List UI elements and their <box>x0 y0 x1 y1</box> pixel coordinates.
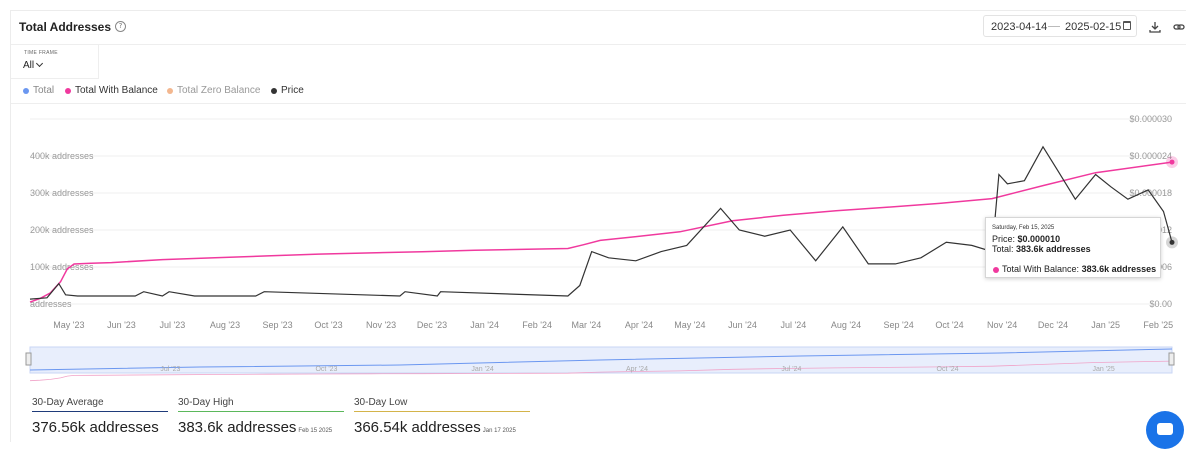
tooltip-dot-icon <box>993 267 999 273</box>
x-tick-label: Aug '24 <box>831 320 861 330</box>
y-right-tick-label: $0.000024 <box>1129 151 1172 161</box>
x-tick-label: Nov '24 <box>987 320 1017 330</box>
chart-tooltip: Saturday, Feb 15, 2025 Price: $0.000010 … <box>985 217 1161 278</box>
tooltip-twb: Total With Balance: 383.6k addresses <box>1002 264 1157 274</box>
x-tick-label: Jan '24 <box>470 320 499 330</box>
x-tick-label: Dec '23 <box>417 320 447 330</box>
timeframe-selector[interactable]: TIME FRAME All <box>11 44 99 79</box>
series-price-line <box>29 145 1173 300</box>
navigator-series-line <box>29 360 1173 382</box>
x-tick-label: Jun '24 <box>728 320 757 330</box>
link-icon[interactable] <box>1173 21 1185 33</box>
panel-header: Total Addresses ? 2023-04-14 2025-02-15 <box>11 11 1186 45</box>
stat-30-day-high: 30-Day High 383.6k addresses Feb 15 2025 <box>178 397 344 436</box>
stat-label: 30-Day High <box>178 397 234 408</box>
navigator-total-line <box>29 348 1173 371</box>
chat-button[interactable] <box>1146 411 1184 449</box>
x-tick-label: Nov '23 <box>366 320 396 330</box>
stat-underline <box>354 411 530 412</box>
legend-dot-icon <box>271 88 277 94</box>
legend-dot-icon <box>167 88 173 94</box>
download-icon[interactable] <box>1149 21 1161 33</box>
date-start[interactable]: 2023-04-14 <box>991 21 1048 33</box>
stat-label: 30-Day Low <box>354 397 408 408</box>
x-tick-label: Jul '24 <box>781 320 807 330</box>
x-tick-label: Mar '24 <box>572 320 602 330</box>
navigator-handle-left <box>25 352 32 366</box>
stat-underline <box>178 411 344 412</box>
navigator-tick-label: Jul '24 <box>781 366 801 373</box>
navigator-tick-label: Jan '24 <box>471 366 493 373</box>
chart-panel: Total Addresses ? 2023-04-14 2025-02-15 … <box>10 10 1186 442</box>
y-left-tick-label: addresses <box>30 299 72 309</box>
y-left-tick-label: 300k addresses <box>30 188 94 198</box>
hover-point <box>1169 159 1175 165</box>
date-range-picker[interactable]: 2023-04-14 2025-02-15 <box>983 15 1137 37</box>
stat-30-day-average: 30-Day Average 376.56k addresses <box>32 397 168 436</box>
x-tick-label: Oct '24 <box>935 320 963 330</box>
y-right-tick-label: $0.000030 <box>1129 114 1172 124</box>
calendar-icon[interactable] <box>1123 21 1131 30</box>
stat-30-day-low: 30-Day Low 366.54k addresses Jan 17 2025 <box>354 397 530 436</box>
x-tick-label: Feb '24 <box>522 320 552 330</box>
hover-point <box>1169 239 1175 245</box>
x-tick-label: May '24 <box>674 320 705 330</box>
y-left-tick-label: 400k addresses <box>30 151 94 161</box>
x-tick-label: Jun '23 <box>107 320 136 330</box>
x-tick-label: Aug '23 <box>210 320 240 330</box>
page-title: Total Addresses <box>19 20 112 34</box>
info-icon[interactable]: ? <box>115 21 126 32</box>
date-separator <box>1048 26 1060 27</box>
tooltip-date: Saturday, Feb 15, 2025 <box>992 225 1055 231</box>
divider <box>11 103 1186 104</box>
stat-date: Feb 15 2025 <box>298 428 333 434</box>
stat-label: 30-Day Average <box>32 397 104 408</box>
x-tick-label: Jul '23 <box>159 320 185 330</box>
tooltip-total: Total: 383.6k addresses <box>992 244 1091 254</box>
stat-date: Jan 17 2025 <box>482 428 516 434</box>
date-end[interactable]: 2025-02-15 <box>1065 21 1122 33</box>
y-left-tick-label: 200k addresses <box>30 225 94 235</box>
tooltip-price: Price: $0.000010 <box>992 234 1061 244</box>
navigator-tick-label: Oct '23 <box>315 366 337 373</box>
legend-label: Total Zero Balance <box>177 85 261 96</box>
legend-dot-icon <box>65 88 71 94</box>
timeframe-value[interactable]: All <box>23 60 35 71</box>
timeframe-label: TIME FRAME <box>24 50 58 56</box>
navigator-tick-label: Oct '24 <box>937 366 959 373</box>
legend-label: Total <box>33 85 55 96</box>
stat-value: 366.54k addresses Jan 17 2025 <box>354 419 516 436</box>
x-tick-label: Apr '24 <box>625 320 653 330</box>
navigator-handle-right <box>1168 352 1175 366</box>
stat-value: 376.56k addresses <box>32 419 159 436</box>
series-total-with-balance-line <box>29 161 1173 303</box>
navigator-tick-label: Jul '23 <box>160 366 180 373</box>
x-tick-label: Dec '24 <box>1038 320 1068 330</box>
x-tick-label: Jan '25 <box>1091 320 1120 330</box>
x-tick-label: Oct '23 <box>314 320 342 330</box>
x-tick-label: Sep '24 <box>883 320 913 330</box>
x-tick-label: Feb '25 <box>1143 320 1173 330</box>
x-tick-label: May '23 <box>53 320 84 330</box>
stat-value: 383.6k addresses Feb 15 2025 <box>178 419 333 436</box>
legend-dot-icon <box>23 88 29 94</box>
navigator-tick-label: Apr '24 <box>626 366 648 373</box>
legend-label: Price <box>281 85 304 96</box>
y-right-tick-label: $0.00 <box>1149 299 1172 309</box>
x-tick-label: Sep '23 <box>262 320 292 330</box>
legend-label: Total With Balance <box>75 85 158 96</box>
stat-underline <box>32 411 168 412</box>
chat-icon <box>1157 423 1173 435</box>
navigator-tick-label: Jan '25 <box>1092 366 1114 373</box>
y-left-tick-label: 100k addresses <box>30 262 94 272</box>
